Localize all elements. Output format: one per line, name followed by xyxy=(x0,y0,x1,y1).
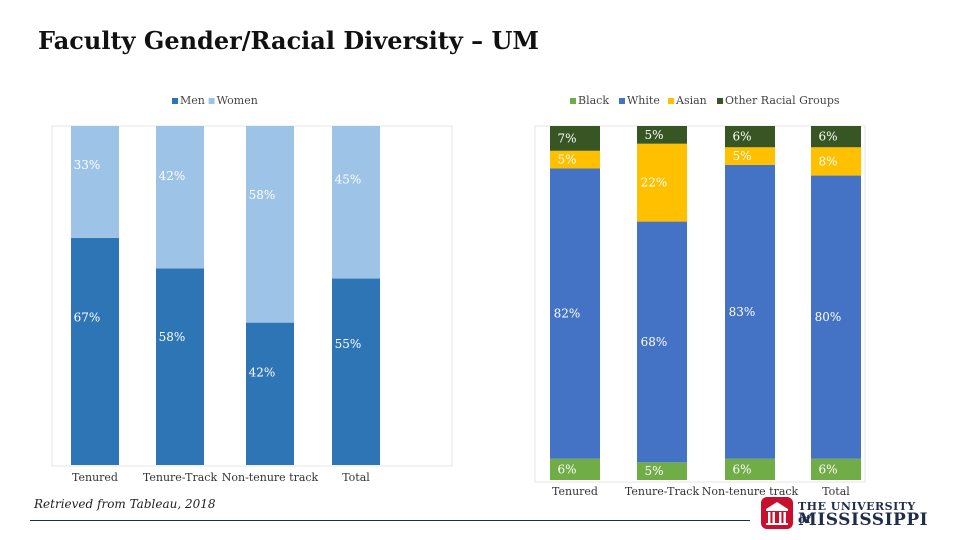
category-label-total: Total xyxy=(342,471,370,484)
data-label-white-total: 80% xyxy=(815,310,842,324)
bar-asian-total xyxy=(811,147,861,176)
logo-university-text: THE UNIVERSITY of xyxy=(798,500,916,526)
bar-other-racial-groups-tenure-track xyxy=(637,126,687,144)
legend-swatch-men xyxy=(172,98,178,104)
bar-women-tenured xyxy=(71,126,119,238)
legend-swatch-asian xyxy=(668,98,674,104)
university-logo: THE UNIVERSITY of MISSISSIPPI xyxy=(760,496,930,530)
data-label-black-total: 6% xyxy=(818,462,837,476)
bar-white-tenure-track xyxy=(637,221,687,463)
race-chart: Black White Asian Other Racial Groups 6% 82% 5… xyxy=(534,94,866,498)
data-label-women-tenure-track: 42% xyxy=(159,169,186,183)
data-label-black-non-tenure-track: 6% xyxy=(732,462,751,476)
data-label-asian-tenured: 5% xyxy=(557,153,576,167)
category-label-tenure-track: Tenure-Track xyxy=(625,485,700,498)
plot-frame xyxy=(534,125,866,483)
data-label-white-tenure-track: 68% xyxy=(641,335,668,349)
legend-label-women: Women xyxy=(217,94,258,107)
source-note: Retrieved from Tableau, 2018 xyxy=(34,497,216,511)
legend-label-black: Black xyxy=(578,94,609,107)
bar-asian-non-tenure-track xyxy=(725,147,775,165)
bar-asian-tenured xyxy=(550,150,600,169)
legend-label-asian: Asian xyxy=(675,94,707,107)
data-label-women-non-tenure-track: 58% xyxy=(249,188,276,202)
data-label-men-tenured: 67% xyxy=(74,310,101,324)
data-label-other-racial-groups-total: 6% xyxy=(818,130,837,144)
bar-men-non-tenure-track xyxy=(246,322,294,465)
data-label-men-tenure-track: 58% xyxy=(159,330,186,344)
logo-mississippi-text: MISSISSIPPI xyxy=(798,510,929,530)
bar-white-total xyxy=(811,175,861,459)
data-label-other-racial-groups-non-tenure-track: 6% xyxy=(732,130,751,144)
legend-swatch-white xyxy=(619,98,625,104)
bar-women-total xyxy=(332,126,380,279)
category-label-non-tenure-track: Non-tenure track xyxy=(222,471,319,484)
bar-women-tenure-track xyxy=(156,126,204,269)
data-label-men-total: 55% xyxy=(335,337,362,351)
category-label-tenured: Tenured xyxy=(72,471,118,484)
legend-label-men: Men xyxy=(180,94,205,107)
bar-black-total xyxy=(811,458,861,480)
data-label-other-racial-groups-tenured: 7% xyxy=(557,131,576,145)
bar-men-total xyxy=(332,278,380,465)
bar-white-non-tenure-track xyxy=(725,164,775,459)
gender-chart: Men Women 67% 33% Tenured 58% 42% Tenure-Track 4… xyxy=(51,94,453,484)
data-label-white-tenured: 82% xyxy=(554,307,581,321)
legend-swatch-other-racial-groups xyxy=(717,98,723,104)
data-label-asian-tenure-track: 22% xyxy=(641,176,668,190)
bar-other-racial-groups-non-tenure-track xyxy=(725,126,775,148)
page-title: Faculty Gender/Racial Diversity – UM xyxy=(38,26,539,55)
bar-black-tenured xyxy=(550,458,600,480)
footer-rule xyxy=(30,520,750,521)
legend-label-other-racial-groups: Other Racial Groups xyxy=(725,94,840,107)
bar-asian-tenure-track xyxy=(637,143,687,222)
data-label-black-tenured: 6% xyxy=(557,462,576,476)
legend-swatch-women xyxy=(208,98,215,104)
category-label-tenure-track: Tenure-Track xyxy=(143,471,218,484)
bar-men-tenured xyxy=(71,237,119,465)
legend-swatch-black xyxy=(570,98,576,104)
legend-label-white: White xyxy=(627,94,660,107)
category-label-non-tenure-track: Non-tenure track xyxy=(702,485,799,498)
category-label-tenured: Tenured xyxy=(552,485,598,498)
bar-black-non-tenure-track xyxy=(725,458,775,480)
lyceum-crest-icon xyxy=(761,497,793,529)
data-label-women-total: 45% xyxy=(335,172,362,186)
bar-men-tenure-track xyxy=(156,268,204,465)
data-label-black-tenure-track: 5% xyxy=(644,464,663,478)
data-label-white-non-tenure-track: 83% xyxy=(729,305,756,319)
bar-black-tenure-track xyxy=(637,462,687,480)
bar-women-non-tenure-track xyxy=(246,126,294,323)
bar-other-racial-groups-tenured xyxy=(550,126,600,151)
data-label-women-tenured: 33% xyxy=(74,158,101,172)
bar-other-racial-groups-total xyxy=(811,126,861,148)
bar-white-tenured xyxy=(550,168,600,459)
category-label-total: Total xyxy=(822,485,850,498)
data-label-asian-total: 8% xyxy=(818,154,837,168)
data-label-other-racial-groups-tenure-track: 5% xyxy=(644,128,663,142)
data-label-asian-non-tenure-track: 5% xyxy=(732,149,751,163)
data-label-men-non-tenure-track: 42% xyxy=(249,365,276,379)
